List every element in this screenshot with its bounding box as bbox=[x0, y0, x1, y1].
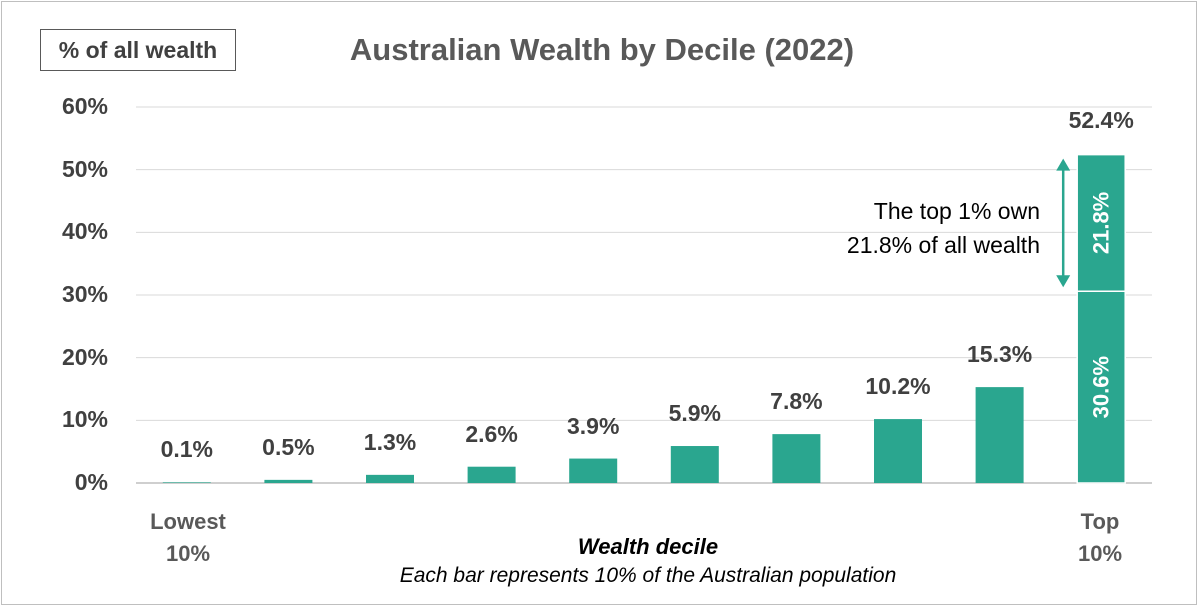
data-label-decile-1: 0.1% bbox=[160, 436, 214, 462]
bar-decile-10-segment-2 bbox=[1076, 153, 1126, 292]
y-tick-label: 50% bbox=[61, 155, 108, 182]
bar-decile-5 bbox=[569, 458, 618, 483]
y-tick-label: 30% bbox=[61, 281, 108, 307]
x-end-label-right: Top 10% bbox=[1077, 509, 1123, 566]
x-axis-subtitle: Each bar represents 10% of the Australia… bbox=[399, 564, 897, 587]
data-label-decile-7: 7.8% bbox=[770, 388, 823, 415]
bar-decile-4 bbox=[467, 466, 516, 483]
bar-decile-9 bbox=[975, 387, 1024, 483]
data-label-decile-9: 15.3% bbox=[966, 341, 1033, 368]
data-label-decile-10: 52.4% bbox=[1068, 106, 1134, 133]
data-label-decile-8: 10.2% bbox=[865, 373, 931, 400]
bar-decile-7 bbox=[772, 434, 821, 483]
data-label-decile-2: 0.5% bbox=[262, 433, 315, 460]
bar-decile-3 bbox=[366, 474, 414, 483]
segment-label-1: 30.6% bbox=[1089, 356, 1114, 418]
y-tick-label: 60% bbox=[61, 93, 108, 119]
bar-decile-6 bbox=[670, 446, 719, 483]
bar-decile-10-segment-1 bbox=[1076, 290, 1126, 484]
y-axis-label: % of all wealth bbox=[40, 29, 236, 71]
chart-title: Australian Wealth by Decile (2022) bbox=[349, 32, 855, 67]
bar-decile-8 bbox=[874, 419, 922, 483]
x-end-label-left: Lowest 10% bbox=[150, 509, 226, 566]
top-1pct-arrow bbox=[1056, 158, 1071, 288]
bar-decile-1 bbox=[162, 482, 211, 483]
data-label-decile-3: 1.3% bbox=[363, 428, 417, 455]
arrow-head-up bbox=[1056, 158, 1071, 171]
bars: 30.6% 21.8% bbox=[162, 153, 1126, 484]
top-1pct-annotation: The top 1% own 21.8% of all wealth bbox=[846, 198, 1040, 258]
y-tick-label: 10% bbox=[61, 406, 108, 433]
y-tick-label: 0% bbox=[74, 469, 108, 495]
data-label-decile-6: 5.9% bbox=[668, 400, 722, 427]
x-axis-title: Wealth decile bbox=[577, 534, 719, 559]
data-label-decile-4: 2.6% bbox=[465, 420, 518, 447]
arrow-head-down bbox=[1056, 275, 1071, 288]
y-tick-label: 40% bbox=[61, 218, 108, 245]
segment-label-2: 21.8% bbox=[1089, 192, 1114, 254]
y-tick-label: 20% bbox=[61, 343, 108, 370]
bar-decile-2 bbox=[264, 479, 313, 483]
data-label-decile-5: 3.9% bbox=[566, 412, 620, 439]
